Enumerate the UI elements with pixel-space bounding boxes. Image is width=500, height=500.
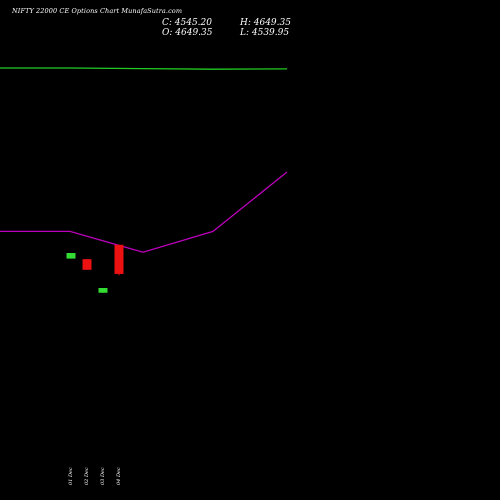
x-tick-label: 03 Dec — [100, 467, 106, 485]
candle-body — [66, 253, 76, 259]
high-value: H: 4649.35 — [240, 18, 291, 28]
series-line-1 — [0, 171, 288, 253]
x-tick-label: 04 Dec — [116, 467, 122, 485]
close-value: C: 4545.20 — [162, 18, 212, 28]
candle-body — [98, 288, 108, 293]
x-tick-label: 02 Dec — [84, 467, 90, 485]
low-value: L: 4539.95 — [240, 28, 290, 38]
candle-body — [82, 259, 92, 270]
candle-body — [114, 244, 124, 274]
x-tick-label: 01 Dec — [68, 467, 74, 485]
open-value: O: 4649.35 — [162, 28, 213, 38]
series-line-0 — [0, 67, 288, 70]
chart-title: NIFTY 22000 CE Options Chart MunafaSutra… — [12, 7, 183, 15]
